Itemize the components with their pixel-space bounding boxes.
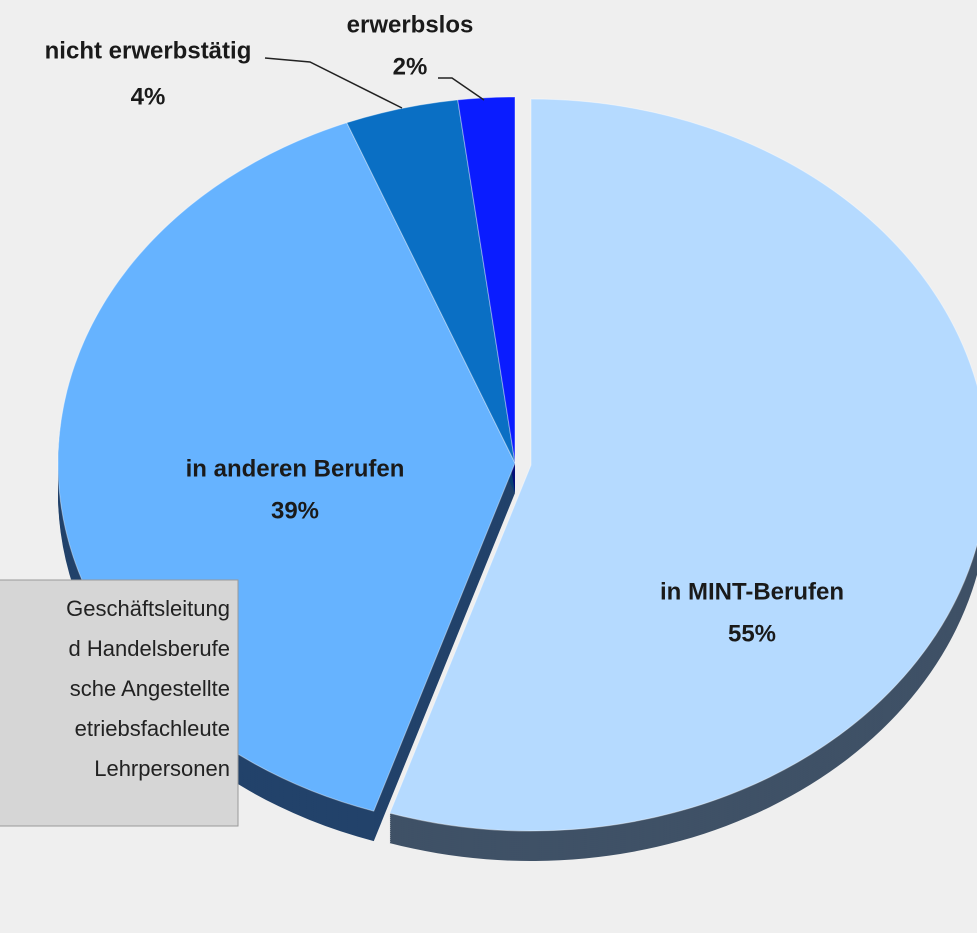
value-label: 39% [271,497,319,524]
annotation-line: Lehrpersonen [94,756,230,781]
annotation-line: d Handelsberufe [69,636,230,661]
category-label: erwerbslos [347,11,474,38]
annotation-box [0,579,239,827]
category-label: nicht erwerbstätig [45,37,252,64]
value-label: 55% [728,620,776,647]
annotation-line: sche Angestellte [70,676,230,701]
leader-line [264,57,403,109]
value-label: 2% [393,53,428,80]
annotation-line: etriebsfachleute [75,716,230,741]
labels: in MINT-Berufen 55% in anderen Berufen 39% n… [45,11,844,780]
annotation-line: Geschäftsleitung [66,596,230,621]
slice [346,99,516,464]
slice [457,96,516,464]
category-label: in MINT-Berufen [660,578,844,605]
slice [389,98,977,832]
leader-line [438,77,485,101]
value-label: 4% [131,83,166,110]
category-label: in anderen Berufen [186,455,405,482]
pie [57,96,977,861]
